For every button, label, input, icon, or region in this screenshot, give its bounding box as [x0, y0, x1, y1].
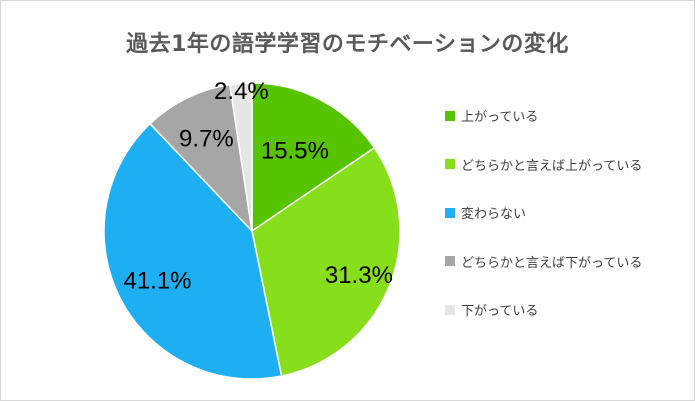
legend-swatch: [445, 207, 455, 218]
pie-data-label: 31.3%: [325, 262, 393, 289]
legend-label: どちらかと言えば下がっている: [461, 255, 643, 271]
chart-title: 過去1年の語学学習のモチベーションの変化: [126, 32, 569, 57]
pie-data-label: 41.1%: [123, 268, 191, 295]
legend-item: どちらかと言えば下がっている: [445, 252, 642, 271]
pie-data-label: 9.7%: [179, 125, 234, 152]
legend-swatch: [445, 304, 455, 315]
pie-slices: [103, 82, 401, 380]
pie-slice: [148, 83, 254, 234]
legend-swatch: [445, 256, 455, 266]
legend-item: 下がっている: [445, 300, 538, 319]
legend-item: どちらかと言えば上がっている: [445, 155, 642, 174]
pie-data-label: 15.5%: [261, 137, 329, 164]
legend-item: 上がっている: [445, 106, 538, 125]
legend-label: 変わらない: [461, 207, 527, 222]
legend-swatch: [445, 110, 455, 121]
pie-data-labels: 15.5% 31.3% 41.1% 9.7% 2.4%: [123, 78, 392, 295]
legend-label: 上がっている: [461, 110, 539, 125]
pie-slice: [251, 146, 401, 377]
pie-slice: [251, 82, 376, 233]
pie-data-label: 2.4%: [214, 78, 269, 105]
legend-item: 変わらない: [445, 203, 526, 222]
pie-slice: [228, 82, 253, 232]
legend-swatch: [445, 159, 455, 169]
pie-slice: [103, 122, 283, 380]
legend-label: どちらかと言えば上がっている: [461, 158, 643, 174]
legend-label: 下がっている: [461, 304, 539, 319]
